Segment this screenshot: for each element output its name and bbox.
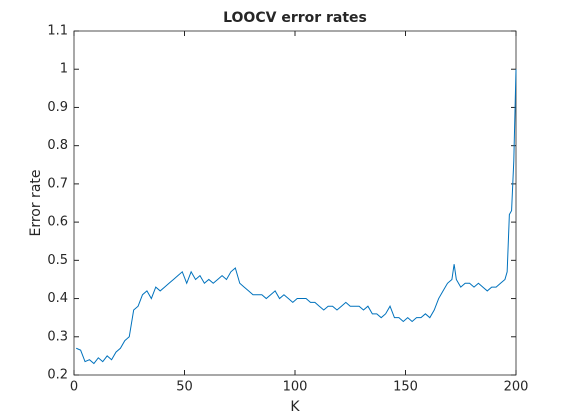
- y-tick-label: 0.4: [47, 291, 68, 306]
- x-tick-label: 200: [504, 380, 529, 395]
- x-tick-label: 50: [176, 380, 193, 395]
- y-tick-label: 0.2: [47, 368, 68, 383]
- y-tick-label: 1.1: [47, 24, 68, 39]
- y-tick-label: 0.9: [47, 100, 68, 115]
- x-tick-label: 150: [393, 380, 418, 395]
- y-tick-label: 1: [60, 62, 68, 77]
- line: [76, 69, 517, 365]
- y-tick-label: 0.6: [47, 215, 68, 230]
- y-tick-label: 0.8: [47, 138, 68, 153]
- x-tick-label: 100: [283, 380, 308, 395]
- y-axis-label: Error rate: [28, 169, 44, 236]
- chart-title: LOOCV error rates: [223, 10, 367, 26]
- x-axis-label: K: [290, 399, 300, 415]
- y-tick-label: 0.7: [47, 176, 68, 191]
- x-tick-label: 0: [70, 380, 78, 395]
- y-tick-label: 0.5: [47, 253, 68, 268]
- y-tick-label: 0.3: [47, 329, 68, 344]
